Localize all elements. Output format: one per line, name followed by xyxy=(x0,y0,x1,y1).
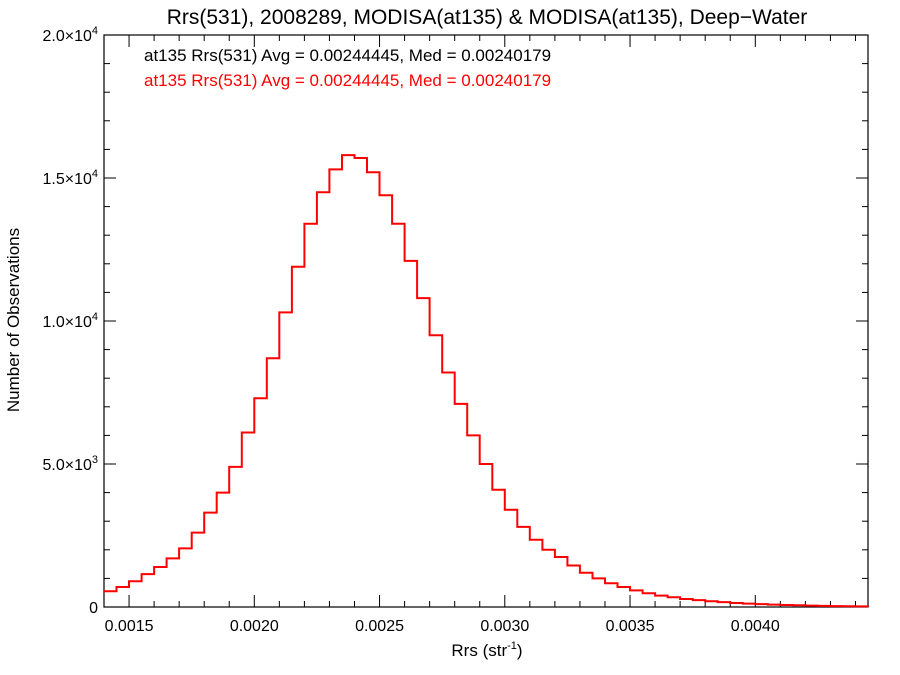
stats-annotation: at135 Rrs(531) Avg = 0.00244445, Med = 0… xyxy=(144,71,551,90)
x-tick-label: 0.0040 xyxy=(731,618,780,635)
y-tick-label: 5.0×103 xyxy=(42,454,98,474)
plot-area: 0.0015 0.0020 0.0025 0.0030 0.0035 0.0040 0 5.0… xyxy=(42,25,869,635)
x-axis-label: Rrs (str-1) xyxy=(451,640,522,660)
chart-title: Rrs(531), 2008289, MODISA(at135) & MODIS… xyxy=(167,6,808,29)
y-tick-label: 1.5×104 xyxy=(42,168,98,188)
x-axis-label-text: Rrs (str xyxy=(451,641,507,660)
x-tick-label: 0.0030 xyxy=(480,618,529,635)
y-tick-label: 2.0×104 xyxy=(42,25,98,45)
x-tick-label: 0.0025 xyxy=(355,618,404,635)
x-tick-label: 0.0035 xyxy=(606,618,655,635)
y-axis-label-text: Number of Observations xyxy=(4,228,23,412)
histogram-series-line xyxy=(104,154,869,608)
x-axis-label-tail: ) xyxy=(517,641,523,660)
x-tick-label: 0.0020 xyxy=(230,618,279,635)
x-tick-label: 0.0015 xyxy=(105,618,154,635)
y-axis-label: Number of Observations xyxy=(4,228,23,412)
y-tick-label: 1.0×104 xyxy=(42,311,98,331)
y-tick-label: 0 xyxy=(89,600,98,617)
stats-annotation: at135 Rrs(531) Avg = 0.00244445, Med = 0… xyxy=(144,46,551,65)
x-axis-label-superscript: -1 xyxy=(507,640,517,652)
